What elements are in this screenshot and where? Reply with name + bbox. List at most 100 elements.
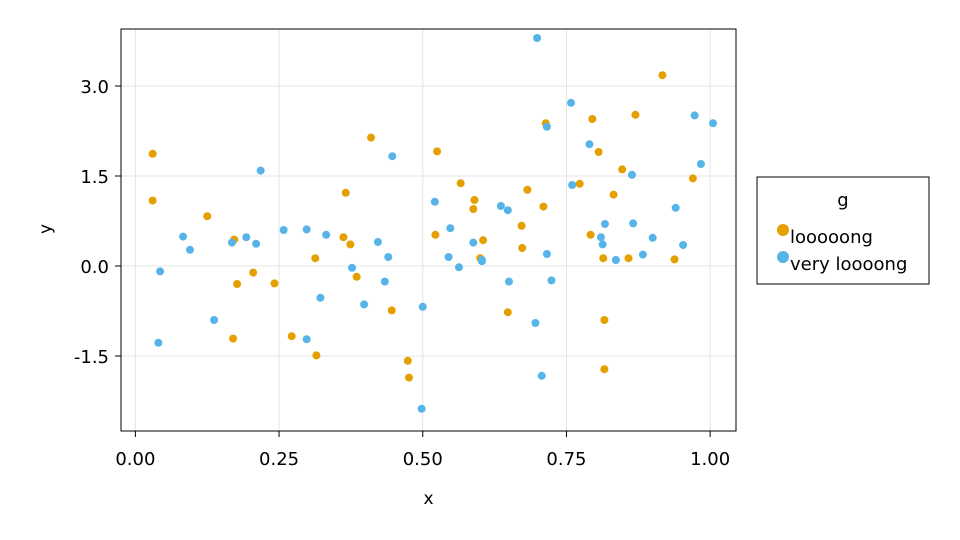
data-point xyxy=(567,98,576,107)
data-points xyxy=(148,34,718,413)
x-tick-label: 0.75 xyxy=(546,449,586,470)
data-point xyxy=(600,220,609,228)
x-tick-label: 0.50 xyxy=(403,449,443,470)
data-point xyxy=(679,241,688,249)
legend: g looooong very loooong xyxy=(756,176,930,285)
data-point xyxy=(671,203,680,212)
data-point xyxy=(233,280,242,288)
data-point xyxy=(600,365,609,374)
data-point xyxy=(403,356,412,365)
data-point xyxy=(404,373,413,382)
data-point xyxy=(479,236,488,245)
data-point xyxy=(154,338,163,347)
data-point xyxy=(599,254,608,263)
data-point xyxy=(586,230,595,239)
data-point xyxy=(598,240,607,249)
data-point xyxy=(629,219,638,228)
data-point xyxy=(373,238,382,246)
data-point xyxy=(658,71,667,80)
y-tick-label: 0.0 xyxy=(80,257,109,278)
data-point xyxy=(638,250,647,259)
data-point xyxy=(339,233,348,242)
data-point xyxy=(341,188,350,197)
data-point xyxy=(585,140,594,149)
data-point xyxy=(648,233,657,242)
data-point xyxy=(242,233,251,242)
data-point xyxy=(588,115,597,123)
data-point xyxy=(611,256,620,264)
data-point xyxy=(444,253,453,261)
data-point xyxy=(156,267,165,276)
data-point xyxy=(287,332,296,341)
x-tick-label: 0.00 xyxy=(115,449,155,470)
data-point xyxy=(249,268,258,277)
data-point xyxy=(446,224,455,233)
data-point xyxy=(352,272,361,281)
data-point xyxy=(312,351,321,360)
data-point xyxy=(477,257,486,266)
data-point xyxy=(504,277,513,286)
data-point xyxy=(302,225,311,234)
plot-area-frame xyxy=(120,28,737,432)
data-point xyxy=(185,245,194,254)
data-point xyxy=(346,240,355,249)
legend-marker xyxy=(777,224,789,236)
data-point xyxy=(696,160,705,168)
data-point xyxy=(624,254,633,263)
data-point xyxy=(387,306,396,315)
data-point xyxy=(542,122,551,131)
data-point xyxy=(179,232,188,241)
data-point xyxy=(322,230,331,239)
data-point xyxy=(609,190,618,199)
data-point xyxy=(316,293,325,302)
data-point xyxy=(709,119,718,128)
legend-title: g xyxy=(837,190,848,211)
y-axis-label: y xyxy=(36,224,56,234)
data-point xyxy=(575,179,584,188)
data-point xyxy=(670,255,679,264)
data-point xyxy=(210,316,219,324)
data-point xyxy=(431,230,440,239)
data-point xyxy=(547,276,556,285)
y-tick-label: 1.5 xyxy=(80,167,109,188)
x-axis-label: x xyxy=(423,489,433,509)
data-point xyxy=(384,253,393,261)
data-point xyxy=(229,334,238,343)
data-point xyxy=(618,165,627,174)
data-point xyxy=(518,244,527,252)
data-point xyxy=(456,179,465,188)
data-point xyxy=(388,152,397,161)
data-point xyxy=(503,308,512,317)
data-point xyxy=(270,279,279,288)
legend-label: very loooong xyxy=(790,254,907,275)
data-point xyxy=(533,34,542,42)
data-point xyxy=(531,319,540,327)
y-tick-label: 3.0 xyxy=(80,77,109,98)
data-point xyxy=(311,254,320,263)
data-point xyxy=(469,238,478,247)
data-point xyxy=(627,170,636,179)
data-point xyxy=(430,197,439,206)
series-looooong xyxy=(148,71,697,382)
legend-label: looooong xyxy=(790,227,873,248)
data-point xyxy=(227,238,236,247)
data-point xyxy=(203,212,212,221)
data-point xyxy=(454,263,463,272)
data-point xyxy=(537,371,546,380)
data-point xyxy=(418,302,427,311)
data-point xyxy=(252,239,261,248)
data-point xyxy=(496,202,505,210)
data-point xyxy=(690,111,699,120)
data-point xyxy=(523,185,532,194)
data-point xyxy=(417,404,426,413)
data-point xyxy=(594,148,603,156)
data-point xyxy=(380,277,389,286)
series-very-loooong xyxy=(154,34,718,413)
data-point xyxy=(348,263,357,272)
data-point xyxy=(279,226,288,234)
data-point xyxy=(470,196,479,204)
data-point xyxy=(433,147,442,156)
data-point xyxy=(367,133,376,142)
data-point xyxy=(568,181,577,189)
